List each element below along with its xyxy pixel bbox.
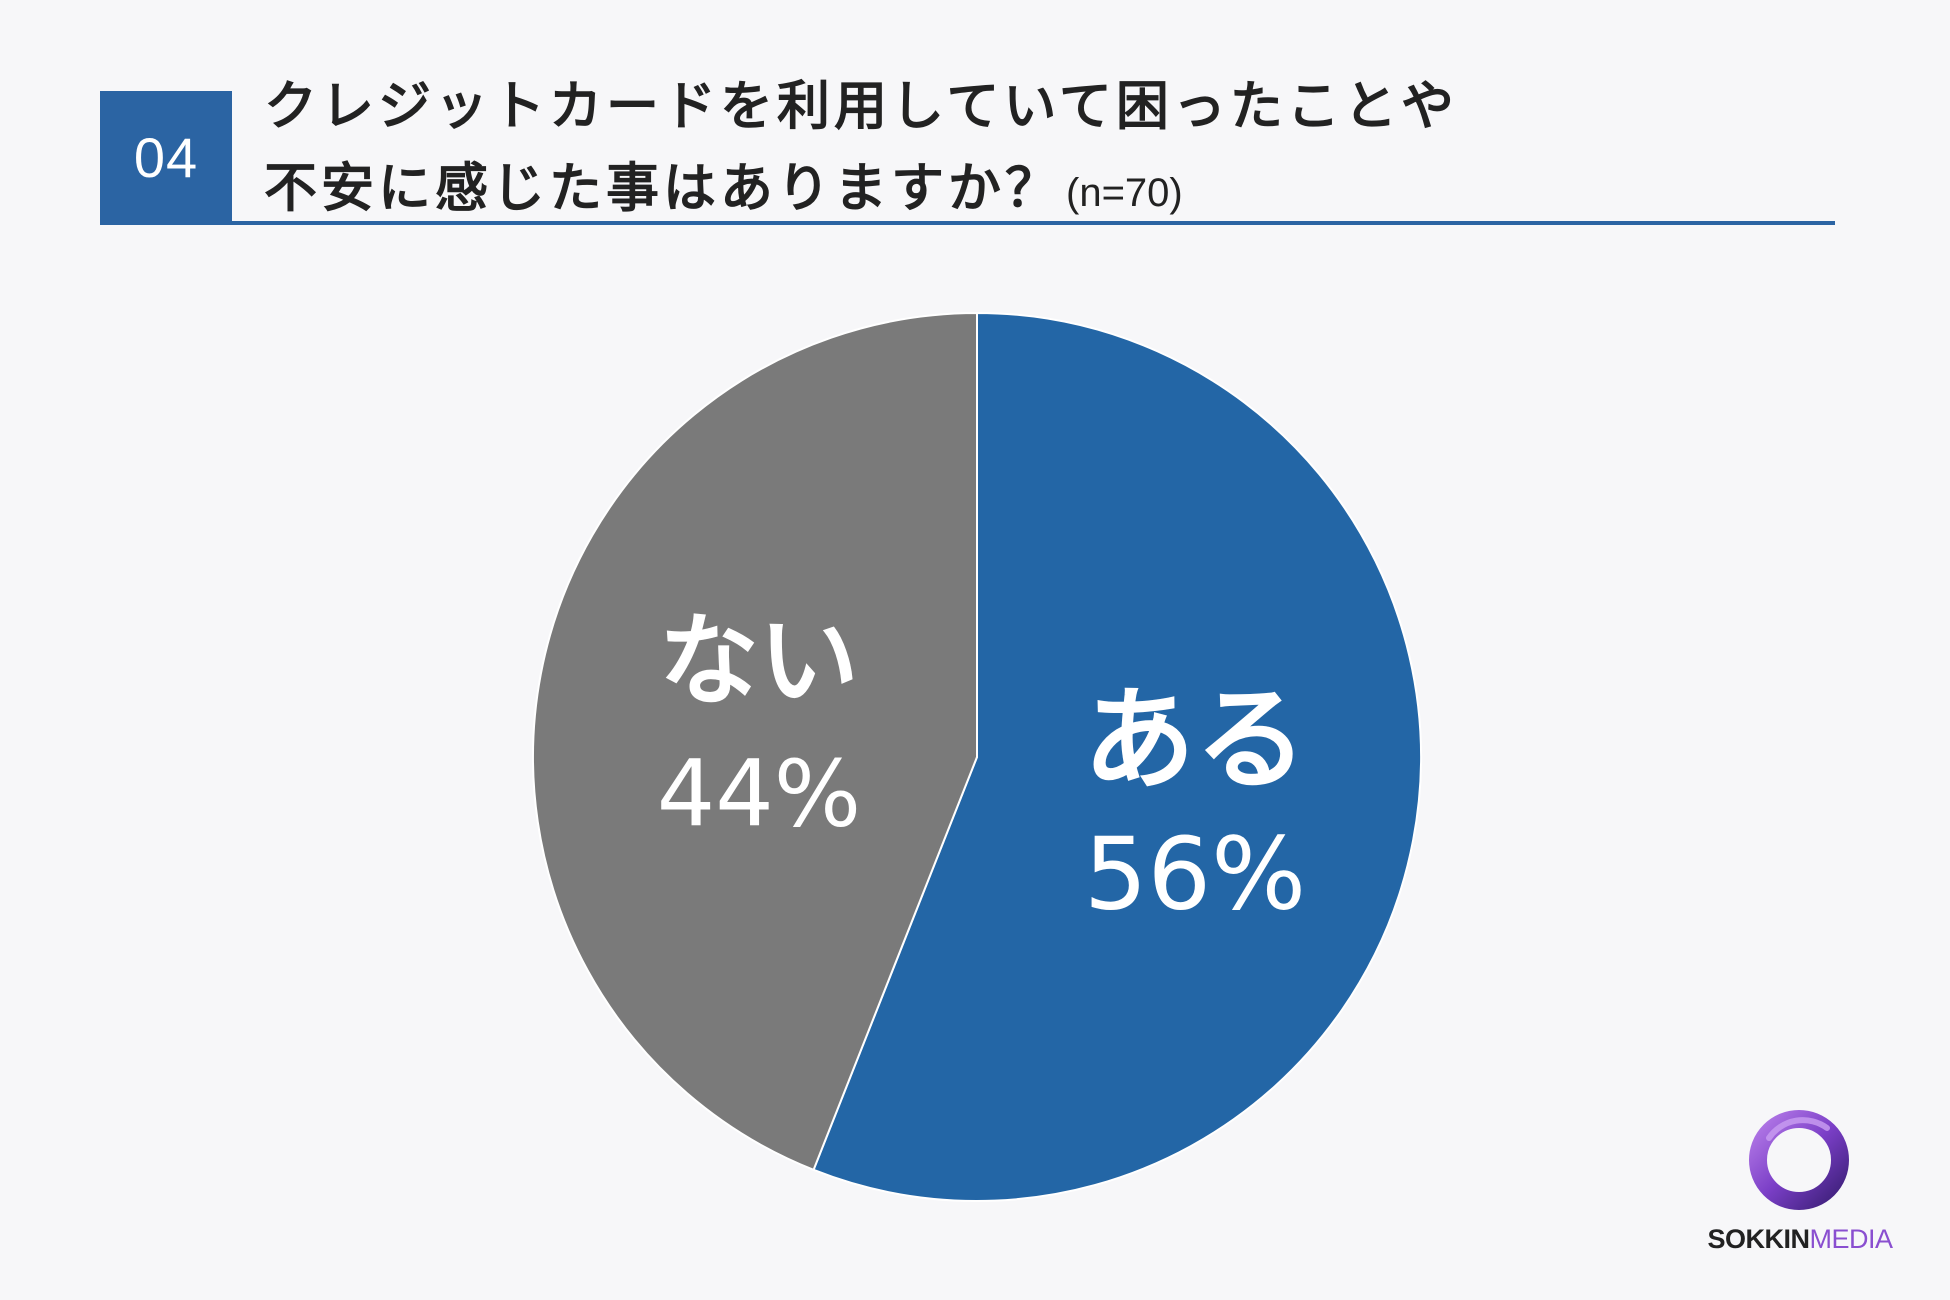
brand-wordmark: SOKKINMEDIA [1690, 1224, 1910, 1255]
title-line-1: クレジットカードを利用していて困ったことや [264, 76, 1458, 137]
brand-name-part-2: MEDIA [1809, 1224, 1894, 1254]
title-line-2-text: 不安に感じた事はありますか？ [264, 158, 1062, 219]
title-underline [100, 221, 1835, 225]
brand-logo: SOKKINMEDIA [1690, 1108, 1910, 1258]
page-title: クレジットカードを利用していて困ったことや 不安に感じた事はありますか？ (n=7… [264, 66, 1458, 234]
sample-size: (n=70) [1066, 171, 1183, 215]
slice-label-1: ない [659, 602, 859, 719]
slice-value-label-0: 56% [1084, 816, 1306, 933]
ring-logo-icon [1749, 1110, 1849, 1210]
title-line-2: 不安に感じた事はありますか？ (n=70) [264, 148, 1458, 234]
slice-label-0: ある [1083, 676, 1307, 806]
slice-value-label-1: 44% [657, 740, 861, 847]
pie-slice-1 [532, 311, 978, 1172]
brand-name-part-1: SOKKIN [1707, 1224, 1810, 1254]
pie-slice-0 [812, 311, 1422, 1202]
question-number-badge: 04 [100, 91, 232, 224]
question-number: 04 [133, 126, 199, 189]
